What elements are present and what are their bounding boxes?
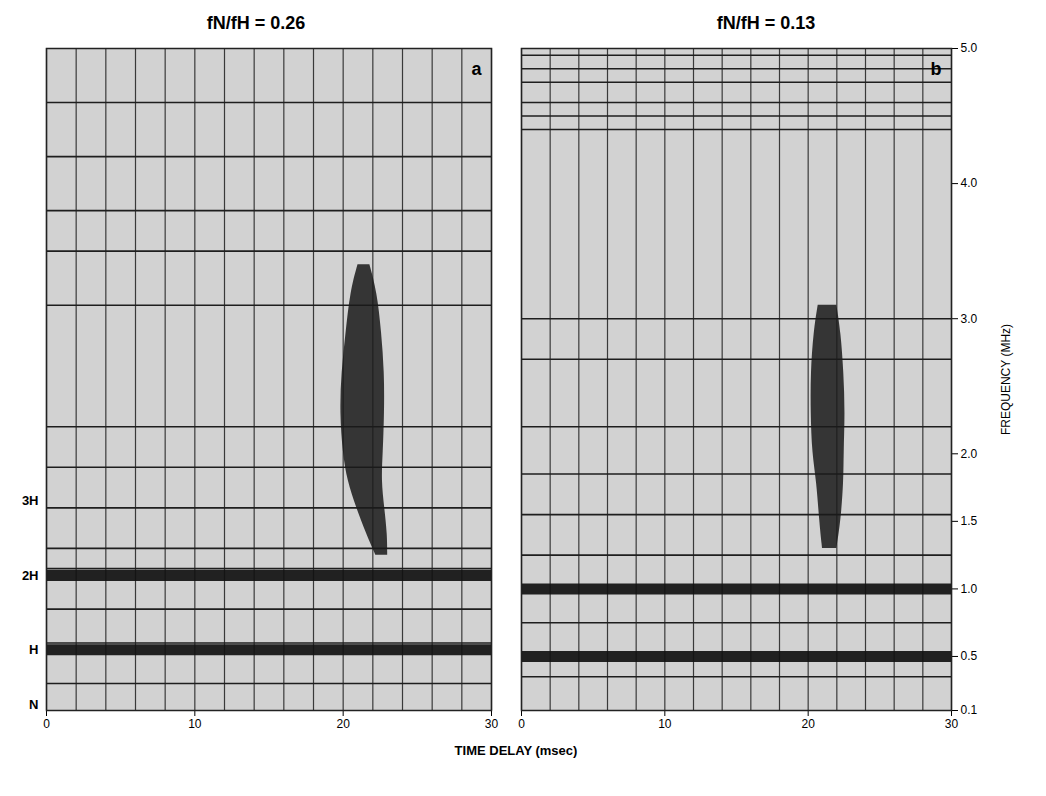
svg-text:FREQUENCY (MHz): FREQUENCY (MHz) [999, 324, 1013, 435]
svg-text:2H: 2H [22, 568, 39, 583]
svg-text:0.5: 0.5 [961, 649, 978, 663]
svg-text:3H: 3H [22, 493, 39, 508]
svg-text:0: 0 [518, 717, 525, 731]
html-text:fN/fH = 0.26: fN/fH = 0.26 [206, 13, 306, 33]
html-text:fN/fH = 0.13: fN/fH = 0.13 [716, 13, 816, 33]
svg-text:0.1: 0.1 [961, 703, 978, 717]
svg-text:5.0: 5.0 [961, 41, 978, 55]
svg-text:0: 0 [43, 717, 50, 731]
svg-text:30: 30 [485, 717, 499, 731]
svg-text:20: 20 [801, 717, 815, 731]
svg-text:30: 30 [945, 717, 959, 731]
svg-text:1.0: 1.0 [961, 582, 978, 596]
svg-text:3.0: 3.0 [961, 312, 978, 326]
svg-text:N: N [29, 697, 38, 712]
svg-text:2.0: 2.0 [961, 447, 978, 461]
svg-text:4.0: 4.0 [961, 176, 978, 190]
svg-text:H: H [29, 642, 38, 657]
html-text:TIME DELAY (msec): TIME DELAY (msec) [454, 743, 578, 758]
svg-text:10: 10 [188, 717, 202, 731]
svg-text:1.5: 1.5 [961, 514, 978, 528]
svg-text:10: 10 [658, 717, 672, 731]
svg-text:a: a [471, 59, 482, 79]
svg-text:20: 20 [336, 717, 350, 731]
svg-text:b: b [931, 59, 942, 79]
